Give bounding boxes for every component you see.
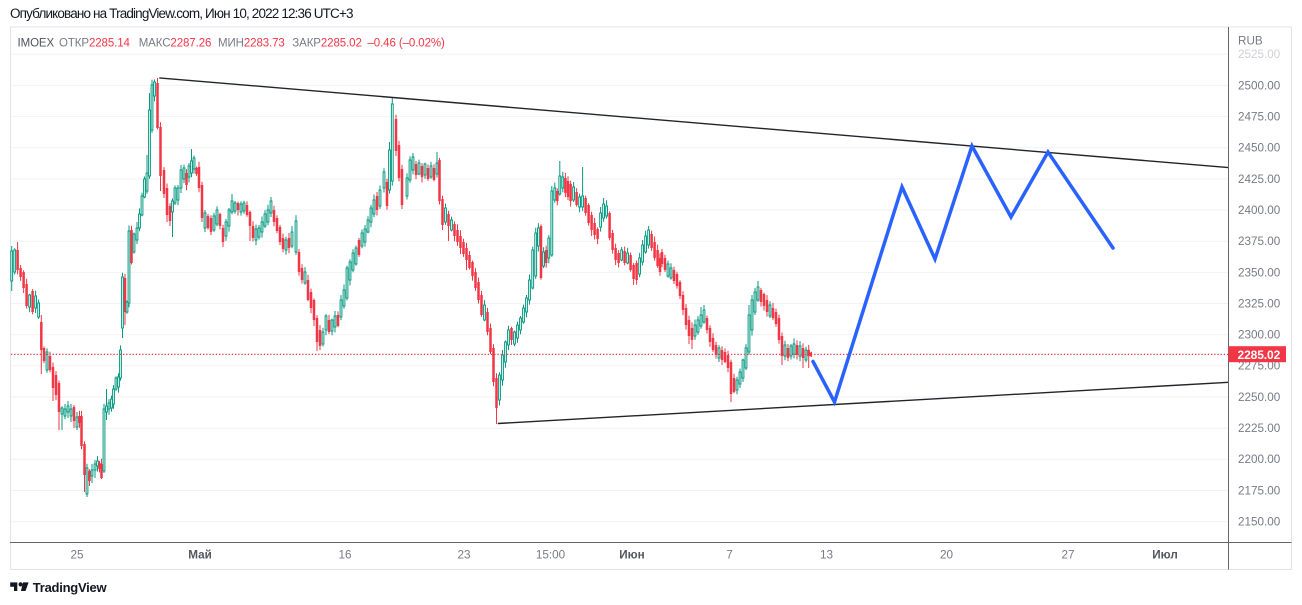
svg-text:RUB: RUB	[1238, 34, 1263, 47]
svg-text:2275.00: 2275.00	[1238, 360, 1281, 373]
svg-text:2250.00: 2250.00	[1238, 391, 1281, 404]
svg-text:2425.00: 2425.00	[1238, 173, 1281, 186]
svg-text:2400.00: 2400.00	[1238, 204, 1281, 217]
svg-text:23: 23	[457, 548, 470, 561]
svg-text:Июл: Июл	[1152, 548, 1178, 561]
svg-text:2200.00: 2200.00	[1238, 453, 1281, 466]
svg-text:2350.00: 2350.00	[1238, 266, 1281, 279]
svg-text:2375.00: 2375.00	[1238, 235, 1281, 248]
svg-text:ЗАКР2285.02: ЗАКР2285.02	[292, 37, 361, 49]
svg-text:25: 25	[70, 548, 84, 561]
svg-text:2525.00: 2525.00	[1238, 48, 1281, 61]
svg-text:20: 20	[940, 548, 954, 561]
svg-text:МАКС2287.26: МАКС2287.26	[139, 37, 212, 49]
svg-text:Июн: Июн	[619, 548, 644, 561]
svg-text:МИН2283.73: МИН2283.73	[218, 37, 285, 49]
svg-text:2225.00: 2225.00	[1238, 422, 1281, 435]
svg-text:2285.02: 2285.02	[1238, 348, 1281, 362]
svg-text:2300.00: 2300.00	[1238, 329, 1281, 342]
svg-text:2450.00: 2450.00	[1238, 142, 1281, 155]
svg-text:13: 13	[820, 548, 833, 561]
svg-text:ОТКР2285.14: ОТКР2285.14	[59, 37, 131, 49]
svg-text:2325.00: 2325.00	[1238, 297, 1281, 310]
svg-text:2175.00: 2175.00	[1238, 484, 1281, 497]
svg-text:–0.46 (–0.02%): –0.46 (–0.02%)	[368, 37, 446, 49]
svg-text:2500.00: 2500.00	[1238, 79, 1281, 92]
svg-text:16: 16	[338, 548, 351, 561]
svg-text:2475.00: 2475.00	[1238, 111, 1281, 124]
svg-text:Май: Май	[188, 548, 212, 561]
svg-text:7: 7	[726, 548, 733, 561]
svg-text:2150.00: 2150.00	[1238, 516, 1281, 529]
svg-text:TradingView: TradingView	[33, 580, 108, 595]
svg-text:27: 27	[1061, 548, 1074, 561]
svg-text:15:00: 15:00	[536, 548, 566, 561]
svg-text:Опубликовано на TradingView.co: Опубликовано на TradingView.com, Июн 10,…	[10, 6, 353, 21]
svg-text:IMOEX: IMOEX	[18, 37, 55, 49]
